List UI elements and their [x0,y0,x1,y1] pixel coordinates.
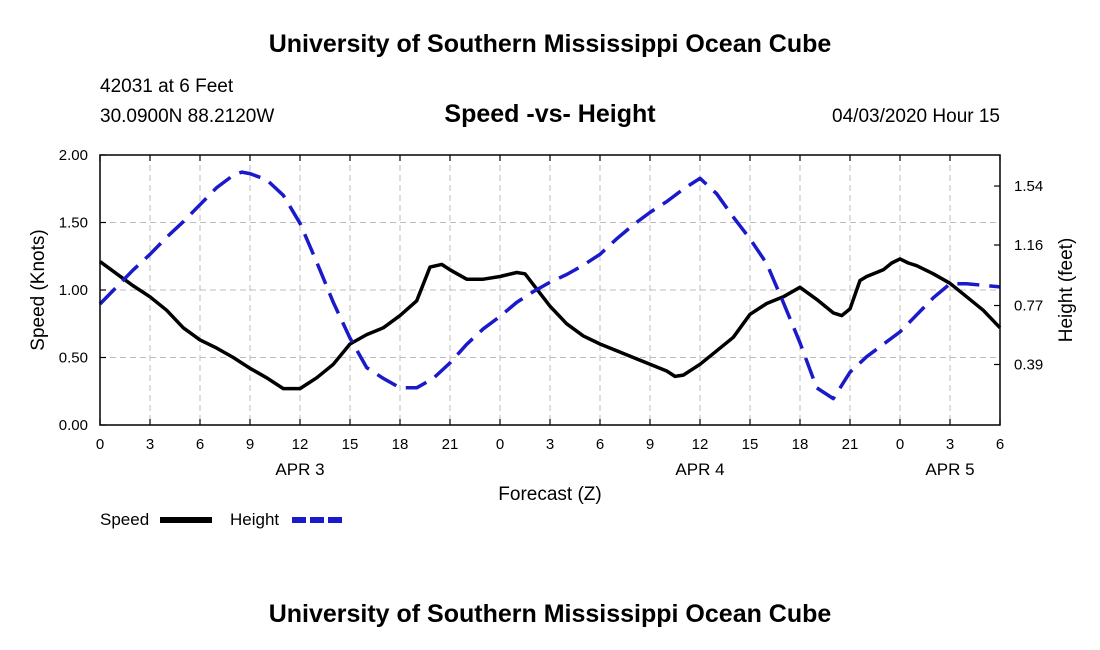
x-tick-label: 21 [442,436,459,453]
x-tick-label: 3 [146,436,154,453]
x-tick-label: 15 [342,436,359,453]
grid [100,155,1000,425]
y2-tick-label: 0.39 [1014,356,1043,373]
station-coords: 30.0900N 88.2120W [100,106,275,127]
x-tick-label: 15 [742,436,759,453]
y2-tick-label: 0.77 [1014,298,1043,315]
y2-tick-label: 1.54 [1014,178,1043,195]
y2-tick-label: 1.16 [1014,237,1043,254]
x-tick-label: 0 [96,436,104,453]
x-tick-label: 9 [246,436,254,453]
y-tick-label: 0.50 [59,350,88,367]
x-tick-label: 18 [792,436,809,453]
y-tick-label: 0.00 [59,417,88,434]
legend-speed-label: Speed [100,510,149,529]
legend: Speed Height [100,510,344,529]
series-line-height [98,170,1001,401]
station-id-line: 42031 at 6 Feet [100,76,234,97]
date-label: APR 4 [675,460,724,479]
axes: 0 3 6 9 12 15 18 21 0 3 6 9 12 15 18 21 0 3 6 0.00 0.50 1.00 1… [59,147,1043,479]
date-label: APR 3 [275,460,324,479]
header-title: University of Southern Mississippi Ocean… [268,30,832,58]
y2-axis-label: Height (feet) [1056,238,1077,343]
x-tick-label: 0 [896,436,904,453]
x-tick-label: 3 [546,436,554,453]
footer-title: University of Southern Mississippi Ocean… [268,600,832,628]
y-tick-label: 1.00 [59,282,88,299]
x-tick-label: 0 [496,436,504,453]
x-tick-label: 6 [596,436,604,453]
series-line-speed [98,257,1002,391]
x-tick-label: 9 [646,436,654,453]
x-axis-label: Forecast (Z) [498,484,601,505]
x-tick-label: 21 [842,436,859,453]
y-axis-label: Speed (Knots) [28,229,49,350]
legend-height-label: Height [230,510,279,529]
chart-title: Speed -vs- Height [444,100,656,128]
x-tick-label: 6 [996,436,1004,453]
y-tick-label: 1.50 [59,215,88,232]
forecast-datetime: 04/03/2020 Hour 15 [832,106,1000,127]
x-tick-label: 12 [692,436,709,453]
x-tick-label: 12 [292,436,309,453]
x-tick-label: 3 [946,436,954,453]
x-tick-label: 6 [196,436,204,453]
y-tick-label: 2.00 [59,147,88,164]
x-tick-label: 18 [392,436,409,453]
series-group [98,170,1002,401]
date-label: APR 5 [925,460,974,479]
